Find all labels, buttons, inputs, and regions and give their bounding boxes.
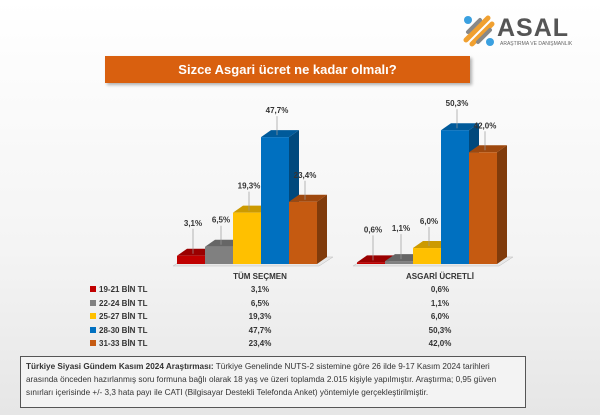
bar-top <box>289 194 327 202</box>
bar-top <box>469 145 507 153</box>
bar <box>441 130 469 264</box>
table-row: 22-24 BİN TL 6,5% 1,1% <box>90 298 600 312</box>
legend-label: 28-30 BİN TL <box>99 325 148 335</box>
legend-swatch-icon <box>90 340 96 346</box>
data-label: 0,6% <box>364 225 382 234</box>
legend-label: 31-33 BİN TL <box>99 339 148 348</box>
note-text: Türkiye Genelinde NUTS-2 sistemine göre … <box>26 362 497 397</box>
note-title: Türkiye Siyasi Gündem Kasım 2024 Araştır… <box>26 362 214 371</box>
bar <box>177 255 205 264</box>
legend-label: 19-21 BİN TL <box>99 285 148 294</box>
table-row: 28-30 BİN TL 47,7% 50,3% <box>90 325 600 339</box>
bar <box>385 261 413 264</box>
bar-side <box>317 194 327 264</box>
methodology-note: Türkiye Siyasi Gündem Kasım 2024 Araştır… <box>20 356 526 408</box>
value-tum-secmen: 47,7% <box>248 325 272 335</box>
chart-title: Sizce Asgari ücret ne kadar olmalı? <box>105 56 470 83</box>
legend-swatch-icon <box>90 326 96 333</box>
value-tum-secmen: 23,4% <box>248 339 272 348</box>
bar-side <box>497 145 507 264</box>
logo-subtitle: ARAŞTIRMA VE DANIŞMANLIK <box>500 41 573 47</box>
legend-entry: 19-21 BİN TL <box>90 285 147 294</box>
data-label: 1,1% <box>392 224 410 233</box>
logo-mark-icon <box>463 15 495 47</box>
bar <box>205 246 233 264</box>
value-tum-secmen: 6,5% <box>250 298 270 308</box>
value-tum-secmen: 3,1% <box>250 285 270 294</box>
bar-top <box>357 255 395 263</box>
data-label: 6,5% <box>212 216 230 225</box>
legend-entry: 28-30 BİN TL <box>90 326 147 335</box>
legend-entry: 25-27 BİN TL <box>90 312 147 321</box>
table-row: 19-21 BİN TL 3,1% 0,6% <box>90 285 600 298</box>
table-row: 31-33 BİN TL 23,4% 42,0% <box>90 339 600 352</box>
value-tum-secmen: 19,3% <box>248 312 272 321</box>
column-header-tum-secmen: TÜM SEÇMEN <box>233 272 287 281</box>
legend-label: 25-27 BİN TL <box>99 312 148 321</box>
bar <box>261 137 289 264</box>
data-label: 47,7% <box>266 106 289 115</box>
bar <box>469 152 497 264</box>
bar <box>413 248 441 264</box>
data-label: 19,3% <box>238 182 261 191</box>
value-asgari-ucretli: 6,0% <box>430 312 450 321</box>
bar <box>357 262 385 264</box>
bar-chart: 3,1% 0,6% 6,5% 1,1% 19,3% 6,0% 47,7% 50,3% 23,4%… <box>172 99 514 267</box>
legend-swatch-icon <box>90 299 96 306</box>
value-asgari-ucretli: 42,0% <box>428 339 452 348</box>
legend-swatch-icon <box>90 313 96 319</box>
legend-label: 22-24 BİN TL <box>99 298 148 308</box>
value-asgari-ucretli: 50,3% <box>428 325 452 335</box>
logo-name: ASAL <box>497 14 570 42</box>
column-header-asgari-ucretli: ASGARİ ÜCRETLİ <box>406 272 474 281</box>
table-row: 25-27 BİN TL 19,3% 6,0% <box>90 312 600 325</box>
data-label: 3,1% <box>184 219 202 228</box>
bar <box>289 201 317 264</box>
legend-entry: 31-33 BİN TL <box>90 339 147 348</box>
data-label: 42,0% <box>474 121 497 130</box>
value-asgari-ucretli: 0,6% <box>430 285 450 294</box>
data-label: 50,3% <box>446 99 469 108</box>
bar-top <box>261 130 299 138</box>
legend-entry: 22-24 BİN TL <box>90 299 147 308</box>
data-label: 6,0% <box>420 217 438 226</box>
value-asgari-ucretli: 1,1% <box>430 298 450 308</box>
bar-top <box>441 123 479 131</box>
legend-swatch-icon <box>90 286 96 292</box>
data-label: 23,4% <box>294 171 317 180</box>
asal-logo: ASAL ARAŞTIRMA VE DANIŞMANLIK <box>462 14 582 48</box>
bar <box>233 212 261 264</box>
